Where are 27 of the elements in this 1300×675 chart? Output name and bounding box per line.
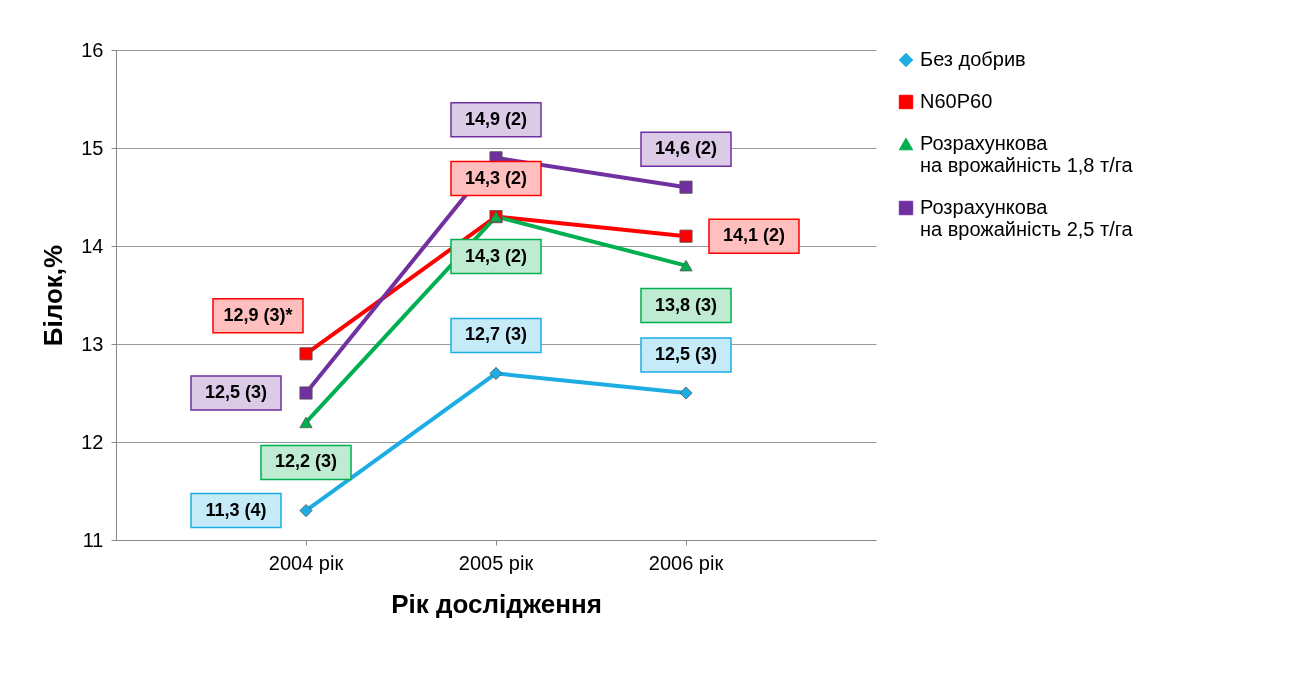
data-label: 11,3 (4) <box>205 499 267 520</box>
data-label: 13,8 (3) <box>654 294 718 315</box>
data-label: 14,3 (2) <box>464 167 528 188</box>
legend-label: Розрахункова на врожайність 1,8 т/га <box>920 132 1134 176</box>
y-tick-label: 15 <box>81 136 104 159</box>
legend-label: Розрахункова на врожайність 2,5 т/га <box>920 196 1134 240</box>
y-tick-label: 12 <box>81 430 104 453</box>
data-label: 12,5 (3) <box>654 344 718 364</box>
y-tick-label: 16 <box>81 38 104 61</box>
y-tick-label: 13 <box>81 332 104 355</box>
data-label: 14,1 (2) <box>722 225 786 246</box>
legend-label: N60P60 <box>920 90 993 112</box>
x-axis-title: Рік дослідження <box>391 588 602 619</box>
data-label: 14,9 (2) <box>464 108 528 129</box>
data-label: 12,9 (3)* <box>223 304 293 325</box>
data-label: 12,7 (3) <box>464 324 528 345</box>
data-label: 14,3 (2) <box>464 245 528 266</box>
y-axis-title: Білок,% <box>38 244 69 347</box>
x-tick-label: 2005 рік <box>458 551 534 574</box>
x-tick-label: 2006 рік <box>648 551 724 574</box>
data-label: 14,6 (2) <box>654 138 718 159</box>
y-tick-label: 14 <box>81 234 104 257</box>
data-label: 12,2 (3) <box>274 451 338 472</box>
x-tick-label: 2004 рік <box>268 551 344 574</box>
data-label: 12,5 (3) <box>204 382 268 402</box>
y-tick-label: 11 <box>82 528 104 551</box>
legend-label: Без добрив <box>920 48 1026 70</box>
